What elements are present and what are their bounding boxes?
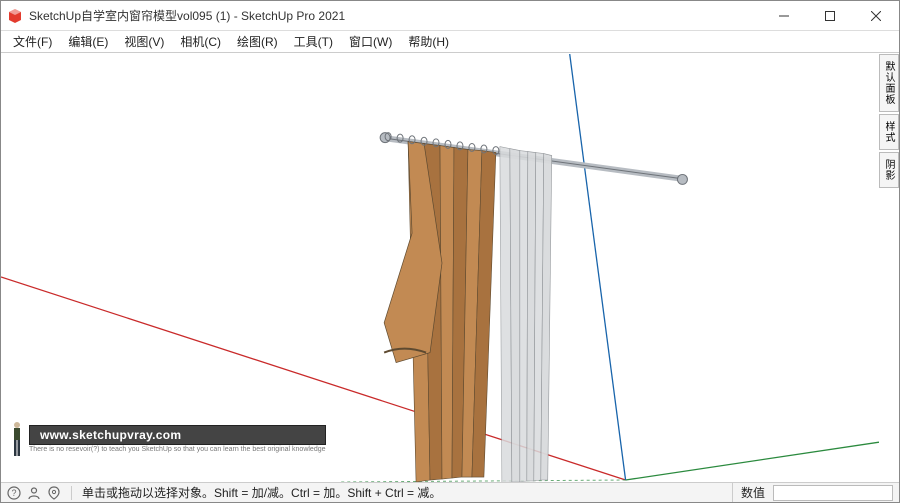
menu-tools[interactable]: 工具(T) <box>286 31 341 52</box>
close-button[interactable] <box>853 1 899 31</box>
menu-camera[interactable]: 相机(C) <box>172 31 229 52</box>
measurements-label: 数值 <box>732 483 773 502</box>
viewport[interactable]: www.sketchupvray.com There is no resevoi… <box>1 54 879 482</box>
menu-view[interactable]: 视图(V) <box>116 31 172 52</box>
menu-window[interactable]: 窗口(W) <box>341 31 400 52</box>
watermark-subtext: There is no resevoir(?) to teach you Ske… <box>29 446 326 453</box>
menu-help[interactable]: 帮助(H) <box>400 31 457 52</box>
svg-text:?: ? <box>11 488 16 498</box>
person-icon[interactable] <box>27 486 41 500</box>
menu-draw[interactable]: 绘图(R) <box>229 31 286 52</box>
side-tab-styles[interactable]: 样式 <box>879 114 899 150</box>
menu-edit[interactable]: 编辑(E) <box>60 31 116 52</box>
watermark: www.sketchupvray.com There is no resevoi… <box>9 420 326 458</box>
side-tab-default-panel[interactable]: 默认面板 <box>879 54 899 112</box>
side-tray: 默认面板 样式 阴影 <box>879 54 899 190</box>
watermark-url: www.sketchupvray.com <box>29 425 326 445</box>
statusbar: ? 单击或拖动以选择对象。Shift = 加/减。Ctrl = 加。Shift … <box>1 482 899 502</box>
menubar: 文件(F) 编辑(E) 视图(V) 相机(C) 绘图(R) 工具(T) 窗口(W… <box>1 31 899 53</box>
viewport-canvas[interactable] <box>1 54 879 482</box>
window-title: SketchUp自学室内窗帘模型vol095 (1) - SketchUp Pr… <box>29 7 345 24</box>
status-hint: 单击或拖动以选择对象。Shift = 加/减。Ctrl = 加。Shift + … <box>76 484 732 501</box>
minimize-button[interactable] <box>761 1 807 31</box>
figure-icon <box>9 420 25 458</box>
titlebar: SketchUp自学室内窗帘模型vol095 (1) - SketchUp Pr… <box>1 1 899 31</box>
menu-file[interactable]: 文件(F) <box>5 31 60 52</box>
geo-icon[interactable] <box>47 486 61 500</box>
measurements-input[interactable] <box>773 485 893 501</box>
side-tab-shadows[interactable]: 阴影 <box>879 152 899 188</box>
maximize-button[interactable] <box>807 1 853 31</box>
app-icon <box>7 8 23 24</box>
help-icon[interactable]: ? <box>7 486 21 500</box>
